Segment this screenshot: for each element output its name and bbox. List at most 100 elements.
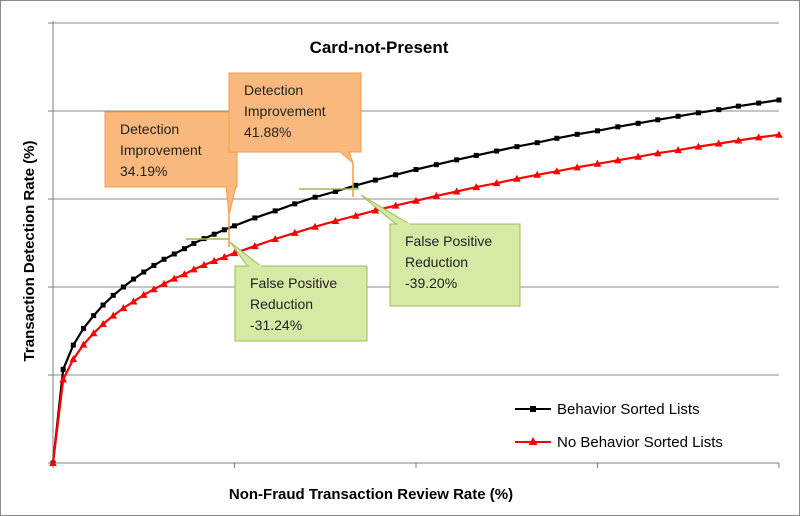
- chart-title: Card-not-Present: [310, 38, 449, 57]
- data-point: [79, 340, 88, 348]
- data-point: [756, 100, 762, 106]
- data-point: [614, 156, 622, 164]
- data-point: [100, 302, 106, 308]
- data-point: [211, 231, 217, 237]
- callout-box: [234, 265, 368, 342]
- data-point: [634, 152, 642, 160]
- data-point: [514, 144, 520, 150]
- callout-box: [228, 72, 362, 153]
- data-point: [232, 223, 237, 229]
- data-point: [272, 208, 278, 214]
- data-point: [141, 269, 147, 275]
- data-point: [454, 157, 460, 163]
- detection-callout: Detection Improvement 34.19%: [104, 111, 238, 216]
- callout-text-line: False Positive: [405, 233, 492, 249]
- data-point: [371, 206, 380, 214]
- data-point: [160, 279, 168, 287]
- callout-text-line: False Positive: [250, 275, 337, 291]
- data-point: [171, 251, 177, 257]
- data-point: [120, 284, 126, 290]
- callout-text-line: Reduction: [250, 296, 313, 312]
- data-point: [391, 201, 400, 209]
- data-point: [351, 211, 360, 219]
- legend: Behavior Sorted Lists No Behavior Sorted…: [515, 401, 723, 451]
- data-point: [89, 329, 98, 337]
- data-point: [735, 103, 741, 109]
- callout-text-line: 34.19%: [120, 163, 167, 179]
- series-0: [50, 97, 782, 466]
- data-point: [472, 183, 481, 191]
- data-point: [492, 179, 501, 187]
- series-layer: [49, 97, 783, 466]
- data-point: [150, 285, 158, 293]
- callout-text-line: Improvement: [244, 103, 326, 119]
- callout-box: [104, 111, 238, 188]
- data-point: [311, 222, 319, 230]
- data-point: [553, 167, 561, 175]
- data-point: [230, 249, 239, 257]
- false-positive-callout: False Positive Reduction -39.20%: [360, 194, 521, 307]
- data-point: [413, 167, 419, 173]
- data-point: [533, 170, 542, 178]
- data-point: [734, 136, 743, 144]
- legend-entry-behavior: Behavior Sorted Lists: [515, 401, 700, 418]
- data-point: [129, 297, 138, 305]
- data-point: [119, 304, 128, 312]
- data-point: [494, 148, 500, 154]
- data-point: [60, 366, 66, 372]
- legend-entry-no-behavior: No Behavior Sorted Lists: [515, 434, 723, 451]
- data-point: [573, 163, 581, 171]
- data-point: [331, 217, 340, 224]
- data-point: [290, 228, 299, 236]
- data-point: [210, 257, 218, 265]
- data-point: [635, 120, 641, 126]
- data-point: [595, 128, 600, 134]
- data-point: [251, 242, 259, 250]
- data-point: [131, 276, 137, 282]
- data-point: [433, 162, 439, 168]
- y-axis-label: Transaction Detection Rate (%): [21, 141, 38, 362]
- data-point: [332, 189, 338, 195]
- data-point: [190, 265, 198, 273]
- callout-text-line: -31.24%: [250, 317, 302, 333]
- data-point: [653, 149, 662, 157]
- data-point: [655, 117, 661, 123]
- data-point: [412, 196, 420, 204]
- callouts: Detection Improvement 34.19% Detection Impro…: [104, 72, 521, 342]
- data-point: [716, 107, 722, 113]
- series-1: [49, 130, 783, 466]
- callout-text-line: Reduction: [405, 254, 468, 270]
- data-point: [372, 177, 378, 183]
- data-point: [69, 355, 78, 363]
- data-point: [271, 235, 279, 243]
- series-line: [51, 98, 780, 464]
- false-positive-callout: False Positive Reduction -31.24%: [229, 241, 368, 342]
- callout-box: [389, 223, 521, 307]
- callout-text-line: Detection: [120, 121, 179, 137]
- data-point: [714, 139, 723, 147]
- data-point: [473, 152, 479, 158]
- data-point: [534, 140, 540, 146]
- data-point: [554, 135, 560, 141]
- data-point: [180, 270, 189, 278]
- data-point: [695, 110, 701, 116]
- data-point: [353, 182, 359, 188]
- data-point: [151, 262, 157, 268]
- data-point: [754, 133, 763, 141]
- data-point: [109, 311, 118, 319]
- data-point: [593, 159, 602, 167]
- data-point: [776, 97, 782, 103]
- series-line: [51, 133, 780, 464]
- data-point: [200, 261, 208, 268]
- callout-text-line: -39.20%: [405, 275, 457, 291]
- data-point: [615, 124, 621, 130]
- data-point: [452, 187, 461, 195]
- data-point: [432, 191, 441, 199]
- data-point: [70, 342, 76, 348]
- callout-pointer: [225, 185, 237, 216]
- data-point: [139, 290, 148, 298]
- data-point: [191, 240, 197, 246]
- legend-marker-no-behavior: [528, 437, 538, 445]
